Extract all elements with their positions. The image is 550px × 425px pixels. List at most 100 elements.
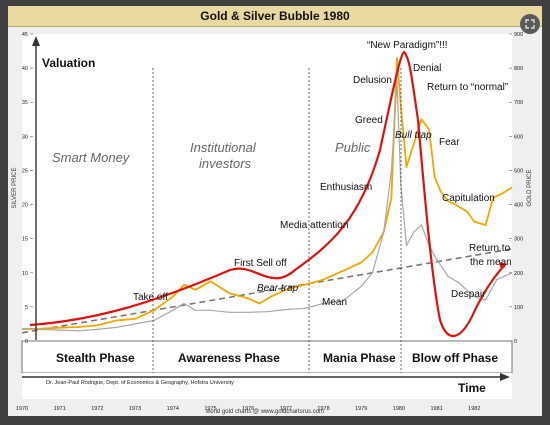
series-point-gold xyxy=(134,318,136,320)
series-point-silver xyxy=(96,328,99,331)
left-tick-label: 15 xyxy=(22,237,28,243)
series-point-silver xyxy=(153,319,155,322)
time-label: Time xyxy=(458,381,486,395)
series-point-gold xyxy=(304,284,306,286)
series-point-gold xyxy=(285,289,287,291)
series-point-silver xyxy=(383,231,385,233)
left-tick-label: 45 xyxy=(22,32,28,38)
greed-label: Greed xyxy=(355,115,383,126)
media-attention-label: Media attention xyxy=(280,220,348,231)
series-point-silver xyxy=(266,311,268,313)
denial-label: Denial xyxy=(413,63,441,74)
series-point-gold xyxy=(447,200,449,202)
series-point-gold xyxy=(492,197,494,199)
plot-area xyxy=(22,34,512,341)
valuation-label: Valuation xyxy=(42,56,95,70)
expand-button[interactable] xyxy=(520,14,540,34)
x-tick-label: 1971 xyxy=(54,406,66,412)
left-tick-label: 25 xyxy=(22,168,28,174)
series-point-silver xyxy=(134,323,136,325)
series-point-silver xyxy=(322,302,325,305)
series-point-silver xyxy=(371,272,374,274)
source-text: world gold charts @ www.goldchartsrus.co… xyxy=(205,409,324,415)
series-point-gold xyxy=(396,57,398,59)
title-bar: Gold & Silver Bubble 1980 xyxy=(8,6,542,27)
series-point-silver xyxy=(172,309,174,311)
series-point-gold xyxy=(371,251,374,253)
bubble-arrow-head xyxy=(499,262,507,270)
right-tick-label: 200 xyxy=(514,271,523,277)
x-tick-label: 1970 xyxy=(16,406,28,412)
bear-trap-label: Bear trap xyxy=(257,283,299,294)
right-tick-label: 800 xyxy=(514,66,523,72)
right-tick-label: 900 xyxy=(514,32,523,38)
right-tick-label: 100 xyxy=(514,305,523,311)
series-point-gold xyxy=(500,193,502,195)
left-tick-label: 35 xyxy=(22,100,28,106)
phase-stealth: Stealth Phase xyxy=(56,351,135,365)
series-point-gold xyxy=(322,278,325,281)
x-tick-label: 1976 xyxy=(242,406,254,412)
bubble-curve xyxy=(29,50,506,338)
series-point-gold xyxy=(434,176,436,178)
series-point-gold xyxy=(270,296,272,298)
series-point-silver xyxy=(228,311,230,313)
series-point-gold xyxy=(209,280,212,282)
x-tick-label: 1981 xyxy=(430,406,442,412)
series-point-silver xyxy=(59,329,61,331)
return-normal-label: Return to “normal” xyxy=(427,82,508,93)
right-tick-label: 700 xyxy=(514,100,523,106)
series-point-gold xyxy=(341,270,344,272)
left-tick-label: 30 xyxy=(22,134,28,140)
right-tick-label: 400 xyxy=(514,203,523,209)
series-point-silver xyxy=(115,326,117,329)
series-point-gold xyxy=(247,297,249,300)
phase-blowoff: Blow off Phase xyxy=(412,351,498,365)
series-point-gold xyxy=(390,197,393,199)
valuation-arrow-head xyxy=(32,36,40,46)
series-point-silver xyxy=(473,296,475,298)
series-point-silver xyxy=(496,278,498,281)
series-point-silver xyxy=(77,330,80,332)
smart-money-label: Smart Money xyxy=(52,150,131,165)
return-mean-label-1: Return to xyxy=(469,243,511,254)
series-point-silver xyxy=(447,275,449,277)
series-point-silver xyxy=(40,328,42,331)
left-tick-label: 0 xyxy=(25,339,28,345)
public-label: Public xyxy=(335,140,371,155)
take-off-label: Take off xyxy=(133,292,168,303)
series-point-gold xyxy=(484,224,487,226)
series-point-gold xyxy=(183,284,185,286)
series-line-gold xyxy=(22,57,512,330)
mean-trendline xyxy=(22,248,512,334)
series-point-gold xyxy=(439,190,442,192)
fear-label: Fear xyxy=(439,137,460,148)
right-tick-label: 500 xyxy=(514,168,523,174)
series-point-gold xyxy=(228,292,230,294)
phase-awareness: Awareness Phase xyxy=(178,351,280,365)
series-line-silver xyxy=(22,81,512,332)
series-point-silver xyxy=(22,328,23,330)
series-point-silver xyxy=(209,309,212,311)
expand-icon xyxy=(525,19,535,29)
x-tick-label: 1975 xyxy=(204,406,216,412)
series-point-gold xyxy=(511,186,512,189)
left-axis-title: SILVER PRICE xyxy=(12,168,18,209)
chart-title: Gold & Silver Bubble 1980 xyxy=(200,9,350,23)
investors-label: investors xyxy=(199,156,252,171)
series-point-silver xyxy=(341,300,344,303)
series-point-silver xyxy=(183,302,185,305)
series-point-gold xyxy=(96,324,99,326)
series-point-gold xyxy=(420,118,423,121)
return-mean-label-2: the mean xyxy=(470,257,512,268)
phase-mania: Mania Phase xyxy=(323,351,396,365)
series-point-silver xyxy=(285,308,287,311)
delusion-label: Delusion xyxy=(353,75,392,86)
series-point-silver xyxy=(304,307,306,309)
series-point-silver xyxy=(458,282,460,284)
time-arrow-head xyxy=(500,373,510,381)
phase-band xyxy=(21,340,513,374)
series-point-silver xyxy=(390,169,393,172)
series-point-silver xyxy=(420,224,423,226)
